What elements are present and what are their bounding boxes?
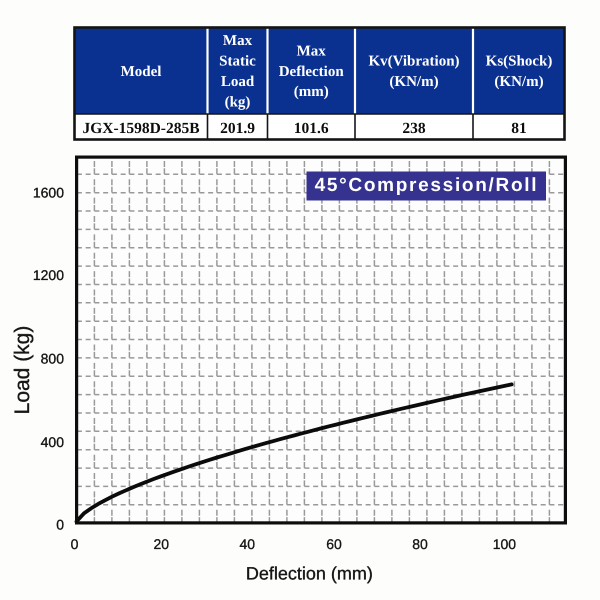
svg-text:(kg): (kg) [225, 94, 251, 110]
svg-text:Deflection (mm): Deflection (mm) [246, 564, 373, 584]
svg-text:(mm): (mm) [294, 84, 329, 100]
svg-text:81: 81 [511, 120, 527, 137]
svg-text:JGX-1598D-285B: JGX-1598D-285B [82, 120, 199, 137]
svg-text:238: 238 [402, 120, 426, 137]
svg-text:Max: Max [223, 33, 253, 49]
svg-text:800: 800 [41, 351, 65, 367]
svg-text:Max: Max [297, 43, 327, 59]
svg-text:400: 400 [41, 434, 65, 450]
svg-text:0: 0 [71, 536, 79, 552]
svg-text:Model: Model [121, 64, 162, 80]
svg-text:20: 20 [154, 536, 170, 552]
svg-text:0: 0 [56, 517, 64, 533]
svg-text:(KN/m): (KN/m) [389, 74, 438, 90]
svg-text:1200: 1200 [33, 267, 64, 283]
svg-text:(KN/m): (KN/m) [494, 74, 543, 90]
svg-text:101.6: 101.6 [294, 120, 329, 137]
svg-text:60: 60 [326, 536, 342, 552]
svg-text:Static: Static [219, 54, 256, 70]
svg-text:Kv(Vibration): Kv(Vibration) [368, 54, 459, 70]
svg-text:1600: 1600 [33, 185, 64, 201]
svg-text:40: 40 [240, 536, 256, 552]
svg-text:Deflection: Deflection [279, 64, 345, 80]
svg-text:Load: Load [221, 74, 255, 90]
svg-text:Load (kg): Load (kg) [11, 326, 34, 415]
svg-text:45°Compression/Roll: 45°Compression/Roll [315, 175, 539, 196]
svg-text:Ks(Shock): Ks(Shock) [486, 54, 553, 70]
svg-text:80: 80 [412, 536, 428, 552]
svg-text:100: 100 [493, 536, 517, 552]
svg-text:201.9: 201.9 [220, 120, 255, 137]
